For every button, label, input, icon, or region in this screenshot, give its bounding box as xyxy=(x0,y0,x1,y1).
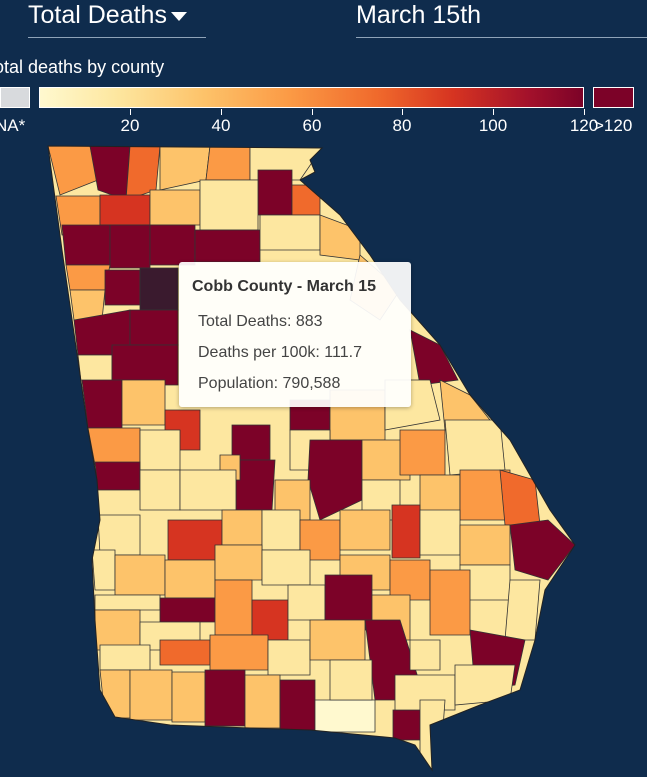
tooltip-title: Cobb County - March 15 xyxy=(192,278,377,295)
date-dropdown[interactable]: March 15th xyxy=(356,0,647,38)
legend-tick-label: 60 xyxy=(302,116,322,135)
tooltip-row-population: Population: 790,588 xyxy=(198,375,341,392)
county-tooltip: Cobb County - March 15 Total Deaths: 883… xyxy=(179,262,411,407)
metric-dropdown-label: Total Deaths xyxy=(28,1,167,29)
tooltip-row-label: Total Deaths xyxy=(198,313,287,330)
legend-tick-mark xyxy=(221,109,222,115)
county-cobb[interactable] xyxy=(139,267,179,311)
tooltip-row-value: 883 xyxy=(295,313,323,330)
legend-title: otal deaths by county xyxy=(0,57,165,77)
legend-tick-label: 40 xyxy=(211,116,231,135)
legend-tick-label: 120 xyxy=(569,116,599,135)
county-shapes xyxy=(48,146,575,770)
legend-tick-label: 80 xyxy=(392,116,412,135)
legend-tick-mark xyxy=(584,109,585,115)
tooltip-row-label: Deaths per 100k xyxy=(198,344,316,361)
legend-na-label: NA* xyxy=(0,116,26,135)
legend-tick-mark xyxy=(130,109,131,115)
tooltip-row-value: 790,588 xyxy=(282,375,341,392)
legend-over-label: >120 xyxy=(594,116,633,135)
legend-tick-mark xyxy=(312,109,313,115)
tooltip-row-value: 111.7 xyxy=(324,344,362,361)
legend-tick-mark xyxy=(493,109,494,115)
legend-color-ramp xyxy=(39,87,584,108)
metric-dropdown[interactable]: Total Deaths xyxy=(28,0,206,38)
date-dropdown-label: March 15th xyxy=(356,1,482,29)
legend-over-swatch xyxy=(593,87,634,108)
tooltip-row-label: Population xyxy=(198,375,274,392)
state-outline xyxy=(47,145,576,772)
chevron-down-icon xyxy=(170,11,187,21)
legend-na-swatch xyxy=(0,87,30,108)
legend-tick-label: 100 xyxy=(478,116,508,135)
legend-tick-mark xyxy=(402,109,403,115)
legend-tick-label: 20 xyxy=(120,116,140,135)
tooltip-row-total-deaths: Total Deaths: 883 xyxy=(198,313,323,330)
tooltip-row-deaths-per-100k: Deaths per 100k: 111.7 xyxy=(198,344,362,361)
